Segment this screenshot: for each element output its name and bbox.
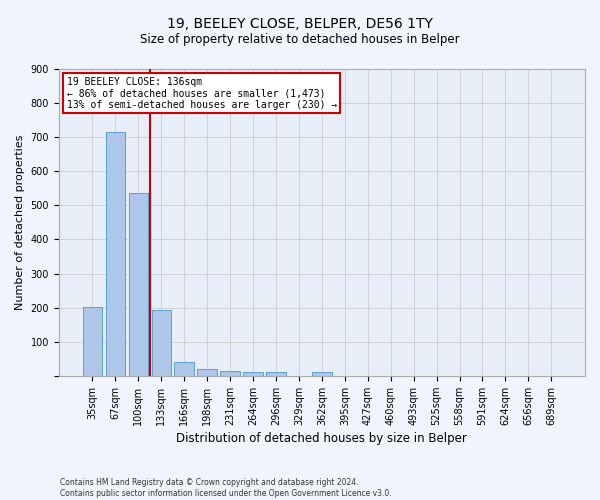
Text: 19 BEELEY CLOSE: 136sqm
← 86% of detached houses are smaller (1,473)
13% of semi: 19 BEELEY CLOSE: 136sqm ← 86% of detache… — [67, 76, 337, 110]
Bar — [244, 372, 263, 376]
Bar — [106, 132, 125, 376]
Bar — [128, 194, 148, 376]
Text: 19, BEELEY CLOSE, BELPER, DE56 1TY: 19, BEELEY CLOSE, BELPER, DE56 1TY — [167, 18, 433, 32]
Text: Contains HM Land Registry data © Crown copyright and database right 2024.
Contai: Contains HM Land Registry data © Crown c… — [60, 478, 392, 498]
Bar — [83, 307, 102, 376]
Bar — [175, 362, 194, 376]
Bar — [266, 372, 286, 376]
Bar — [197, 369, 217, 376]
Text: Size of property relative to detached houses in Belper: Size of property relative to detached ho… — [140, 32, 460, 46]
Bar — [152, 310, 171, 376]
X-axis label: Distribution of detached houses by size in Belper: Distribution of detached houses by size … — [176, 432, 467, 445]
Bar — [220, 370, 240, 376]
Y-axis label: Number of detached properties: Number of detached properties — [15, 134, 25, 310]
Bar — [312, 372, 332, 376]
